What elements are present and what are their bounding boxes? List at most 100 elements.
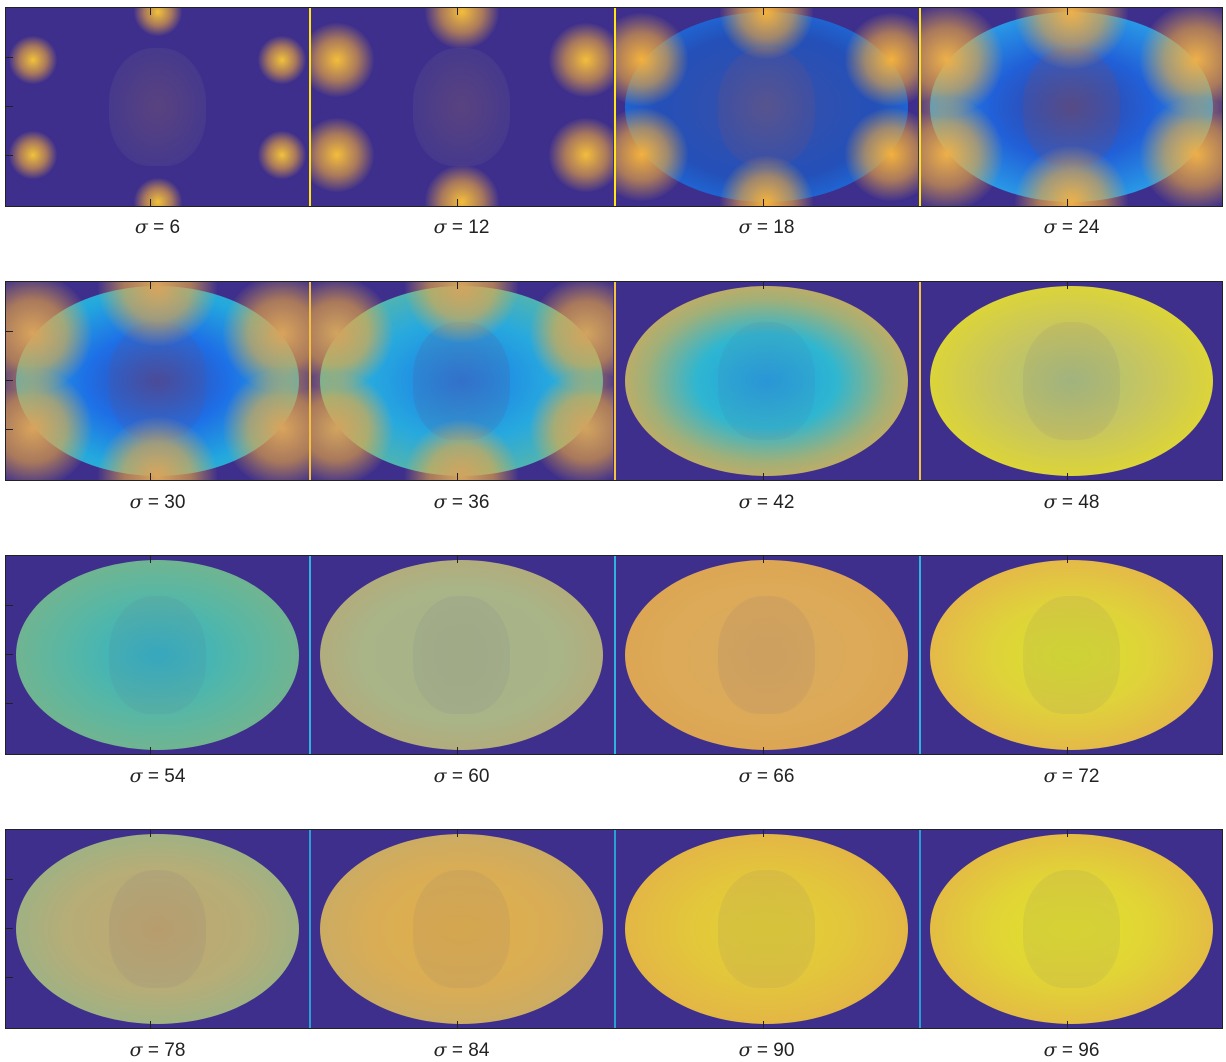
image-strip (5, 7, 1223, 207)
axis-tick (1067, 199, 1068, 206)
axis-tick (457, 830, 458, 837)
axis-tick (763, 556, 764, 563)
panel-divider (614, 556, 616, 754)
panel-caption: σ = 42 (738, 491, 795, 513)
panel-caption: σ = 84 (433, 1039, 490, 1061)
panel-caption: σ = 6 (134, 216, 181, 238)
brain-overlay (1023, 595, 1120, 715)
panel-divider (614, 830, 616, 1028)
axis-tick (6, 380, 13, 381)
image-strip (5, 555, 1223, 755)
gaussian-blob (844, 108, 918, 201)
image-panel (6, 556, 309, 754)
panel-caption: σ = 78 (129, 1039, 186, 1061)
image-panel (615, 556, 918, 754)
ellipse-field (16, 560, 299, 750)
axis-tick (6, 928, 13, 929)
axis-tick (457, 8, 458, 15)
axis-tick (1067, 556, 1068, 563)
panel-divider (614, 8, 616, 206)
ellipse-field (930, 286, 1213, 476)
image-panel (615, 8, 918, 206)
image-strip (5, 829, 1223, 1029)
gaussian-blob (310, 117, 374, 192)
brain-overlay (413, 47, 510, 167)
figure-row (5, 281, 1223, 481)
panel-divider (919, 8, 921, 206)
gaussian-blob (310, 22, 374, 97)
brain-overlay (109, 595, 206, 715)
axis-tick (763, 830, 764, 837)
axis-tick (6, 57, 13, 58)
gaussian-blob (529, 372, 613, 480)
brain-overlay (109, 47, 206, 167)
image-panel (310, 556, 613, 754)
panel-divider (309, 830, 311, 1028)
brain-overlay (718, 47, 815, 167)
axis-tick (1067, 473, 1068, 480)
brain-overlay (718, 595, 815, 715)
axis-tick (150, 282, 151, 289)
axis-tick (150, 556, 151, 563)
axis-tick (457, 199, 458, 206)
panel-caption: σ = 90 (738, 1039, 795, 1061)
gaussian-blob (8, 130, 57, 179)
axis-tick (150, 747, 151, 754)
axis-tick (6, 703, 13, 704)
axis-tick (6, 429, 13, 430)
gaussian-blob (844, 13, 918, 106)
axis-tick (6, 155, 13, 156)
axis-tick (1067, 747, 1068, 754)
panel-caption: σ = 12 (433, 216, 490, 238)
axis-tick (457, 1021, 458, 1028)
axis-tick (6, 331, 13, 332)
image-strip (5, 281, 1223, 481)
ellipse-field (930, 834, 1213, 1024)
image-panel (6, 8, 309, 206)
image-panel (920, 556, 1222, 754)
gaussian-blob (258, 35, 307, 84)
panel-divider (919, 556, 921, 754)
axis-tick (6, 977, 13, 978)
axis-tick (763, 747, 764, 754)
axis-tick (150, 1021, 151, 1028)
axis-tick (150, 8, 151, 15)
panel-divider (614, 282, 616, 480)
panel-caption: σ = 48 (1043, 491, 1100, 513)
brain-overlay (413, 595, 510, 715)
gaussian-blob (133, 8, 182, 36)
axis-tick (457, 473, 458, 480)
axis-tick (457, 556, 458, 563)
ellipse-field (320, 560, 603, 750)
axis-tick (763, 8, 764, 15)
axis-tick (6, 605, 13, 606)
axis-tick (763, 282, 764, 289)
image-panel (920, 8, 1222, 206)
panel-caption: σ = 24 (1043, 216, 1100, 238)
panel-divider (309, 8, 311, 206)
ellipse-field (930, 560, 1213, 750)
gaussian-blob (258, 130, 307, 179)
brain-overlay (1023, 321, 1120, 441)
ellipse-field (16, 834, 299, 1024)
axis-tick (1067, 8, 1068, 15)
image-panel (310, 830, 613, 1028)
image-panel (310, 282, 613, 480)
image-panel (6, 282, 309, 480)
ellipse-field (320, 834, 603, 1024)
brain-overlay (413, 869, 510, 989)
ellipse-field (625, 286, 908, 476)
panel-divider (919, 830, 921, 1028)
axis-tick (6, 106, 13, 107)
panel-divider (919, 282, 921, 480)
image-panel (6, 830, 309, 1028)
panel-caption: σ = 60 (433, 765, 490, 787)
axis-tick (6, 879, 13, 880)
axis-tick (1067, 282, 1068, 289)
gaussian-blob (549, 117, 613, 192)
gaussian-blob (549, 22, 613, 97)
ellipse-field (625, 560, 908, 750)
panel-caption: σ = 66 (738, 765, 795, 787)
axis-tick (1067, 1021, 1068, 1028)
figure-row (5, 7, 1223, 207)
